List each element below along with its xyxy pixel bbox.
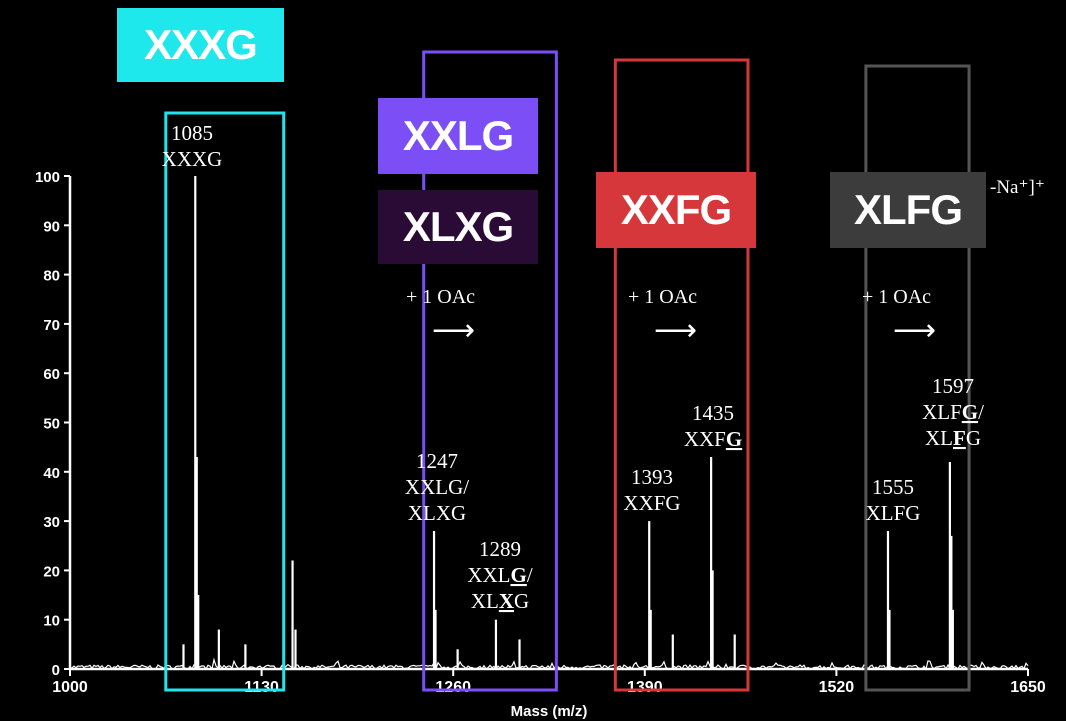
x-tick-label-1130: 1130 [244, 679, 279, 696]
x-tick-label-1650: 1650 [1010, 679, 1046, 696]
arrow-icon-3: ⟶ [893, 313, 937, 348]
peak-label-1085-line-0: 1085 [171, 121, 213, 145]
y-tick-label-50: 50 [43, 416, 60, 433]
tag-xlfg: XLFG [830, 172, 986, 248]
tag-xxlg: XXLG [378, 98, 538, 174]
peak-label-1435-line-1: XXFG [684, 427, 742, 451]
peak-label-1085-line-1: XXXG [162, 147, 223, 171]
y-tick-label-100: 100 [35, 169, 60, 186]
y-tick-label-80: 80 [43, 268, 60, 285]
arrow-icon-1: ⟶ [432, 313, 476, 348]
peak-label-1393-line-0: 1393 [631, 465, 673, 489]
y-tick-label-60: 60 [43, 366, 60, 383]
peak-label-1435-line-0: 1435 [692, 401, 734, 425]
ion-label: -Na⁺]⁺ [990, 177, 1045, 198]
peak-label-1289-line-0: 1289 [479, 537, 521, 561]
group-box-1 [164, 111, 286, 692]
tag-xxfg: XXFG [596, 172, 756, 248]
spectrum-baseline [69, 657, 1029, 671]
tag-xxxg: XXXG [117, 8, 284, 82]
y-tick-label-20: 20 [43, 563, 60, 580]
peak-label-1247-line-2: XLXG [408, 501, 466, 525]
peak-label-1597-line-2: XLFG [925, 426, 981, 450]
peak-label-1555-line-0: 1555 [872, 475, 914, 499]
group-box-2 [422, 50, 558, 692]
arrow-icon-2: ⟶ [654, 313, 698, 348]
y-tick-label-30: 30 [43, 514, 60, 531]
y-tick-label-70: 70 [43, 317, 60, 334]
peak-label-1289-line-1: XXLG/ [467, 563, 533, 587]
peak-label-1597-line-1: XLFG/ [922, 400, 984, 424]
oac-label-3: + 1 OAc [862, 286, 932, 308]
group-box-4 [864, 64, 971, 692]
peak-label-1247-line-1: XXLG/ [405, 475, 469, 499]
x-tick-label-1390: 1390 [627, 679, 663, 696]
peak-label-1597-line-0: 1597 [932, 374, 974, 398]
x-axis-label: Mass (m/z) [511, 703, 588, 720]
peak-label-1555-line-1: XLFG [866, 501, 921, 525]
group-box-3 [613, 58, 750, 692]
y-tick-label-0: 0 [52, 662, 60, 679]
peak-label-1289-line-2: XLXG [471, 589, 529, 613]
x-tick-label-1000: 1000 [52, 679, 88, 696]
y-tick-label-10: 10 [43, 613, 60, 630]
x-tick-label-1520: 1520 [819, 679, 855, 696]
peak-label-1393-line-1: XXFG [623, 491, 680, 515]
x-tick-label-1260: 1260 [435, 679, 471, 696]
oac-label-2: + 1 OAc [628, 286, 698, 308]
oac-label-1: + 1 OAc [406, 286, 476, 308]
y-tick-label-40: 40 [43, 465, 60, 482]
y-tick-label-90: 90 [43, 218, 60, 235]
tag-xlxg: XLXG [378, 190, 538, 264]
peak-label-1247-line-0: 1247 [416, 449, 458, 473]
